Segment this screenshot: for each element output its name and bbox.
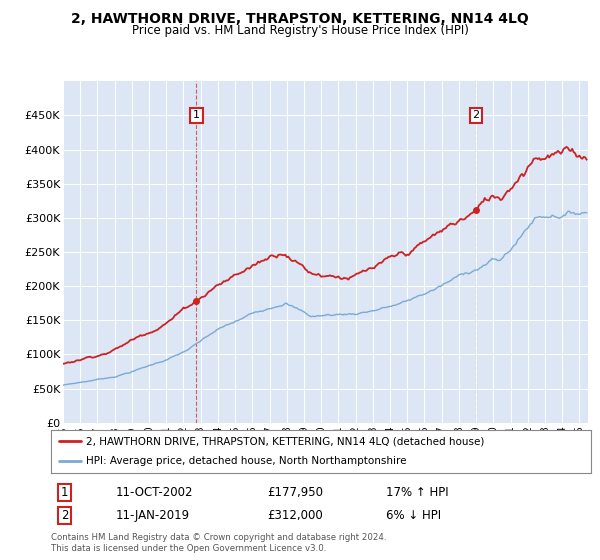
Text: 1: 1 <box>193 110 200 120</box>
Text: Price paid vs. HM Land Registry's House Price Index (HPI): Price paid vs. HM Land Registry's House … <box>131 24 469 36</box>
Text: 2: 2 <box>61 509 68 522</box>
Text: 2, HAWTHORN DRIVE, THRAPSTON, KETTERING, NN14 4LQ (detached house): 2, HAWTHORN DRIVE, THRAPSTON, KETTERING,… <box>86 436 484 446</box>
Text: 6% ↓ HPI: 6% ↓ HPI <box>386 509 441 522</box>
Text: Contains HM Land Registry data © Crown copyright and database right 2024.
This d: Contains HM Land Registry data © Crown c… <box>51 533 386 553</box>
Text: HPI: Average price, detached house, North Northamptonshire: HPI: Average price, detached house, Nort… <box>86 456 407 466</box>
Text: 1: 1 <box>61 486 68 499</box>
Text: 17% ↑ HPI: 17% ↑ HPI <box>386 486 448 499</box>
Text: £312,000: £312,000 <box>267 509 323 522</box>
Text: 11-JAN-2019: 11-JAN-2019 <box>116 509 190 522</box>
Text: 2, HAWTHORN DRIVE, THRAPSTON, KETTERING, NN14 4LQ: 2, HAWTHORN DRIVE, THRAPSTON, KETTERING,… <box>71 12 529 26</box>
Text: 2: 2 <box>473 110 479 120</box>
Text: £177,950: £177,950 <box>267 486 323 499</box>
Text: 11-OCT-2002: 11-OCT-2002 <box>116 486 193 499</box>
